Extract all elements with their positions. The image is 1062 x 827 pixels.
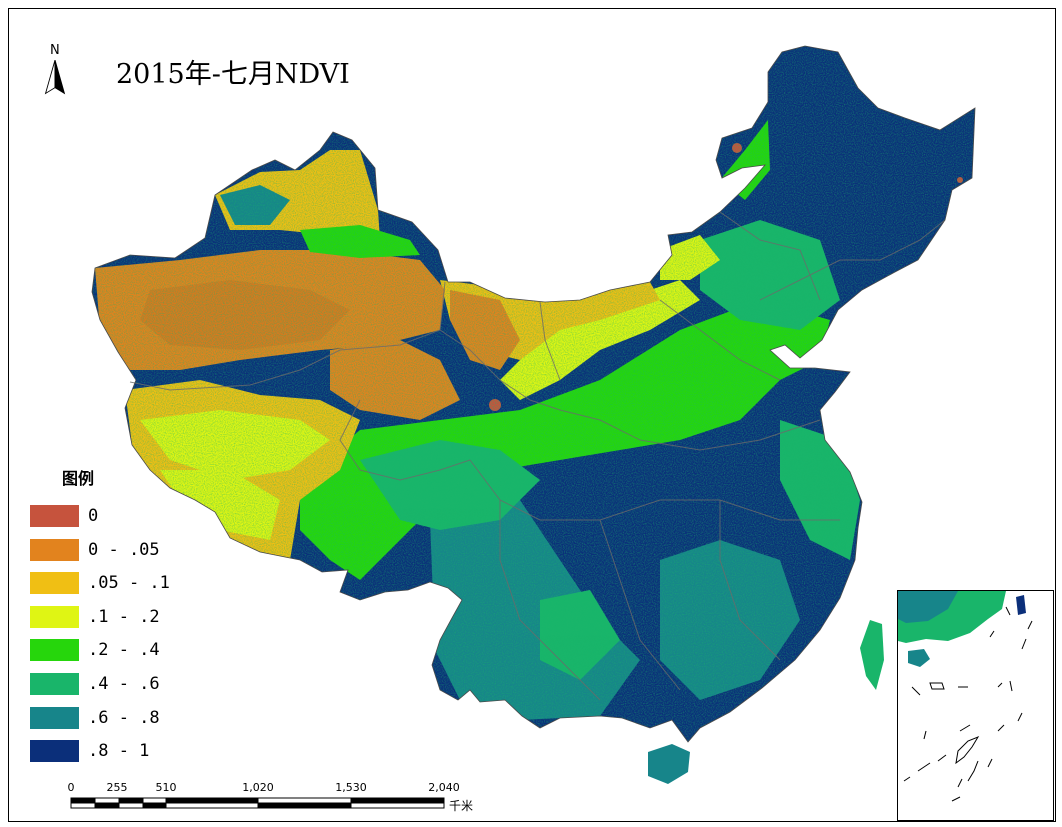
- legend-swatch: [30, 605, 79, 628]
- hainan-island: [648, 744, 690, 784]
- legend-label: .4 - .6: [88, 674, 160, 694]
- inset-map: [898, 591, 1033, 802]
- legend-label: 0 - .05: [88, 539, 160, 560]
- legend-swatch: [30, 505, 79, 527]
- china-outline: [91, 45, 976, 743]
- scale-tick-label: 510: [155, 781, 177, 794]
- legend-label: 0: [88, 506, 99, 526]
- legend-title: 图例: [62, 469, 95, 488]
- legend-swatch: [30, 639, 79, 662]
- scale-tick-label: 0: [67, 781, 75, 794]
- map-title: 2015年-七月NDVI: [116, 59, 350, 90]
- province-boundaries: [129, 211, 946, 701]
- legend-swatch: [30, 538, 79, 561]
- scale-unit: 千米: [449, 799, 474, 813]
- legend-swatch: [30, 673, 79, 695]
- scale-tick-label: 255: [106, 781, 128, 794]
- scale-tick-label: 1,020: [242, 781, 274, 794]
- legend-swatch: [30, 706, 79, 729]
- legend-swatch: [30, 572, 79, 595]
- legend-label: .8 - 1: [88, 741, 150, 762]
- north-arrow-icon: [44, 60, 66, 95]
- legend-label: .05 - .1: [88, 573, 170, 594]
- legend-swatch: [30, 740, 79, 763]
- scale-tick-label: 1,530: [335, 781, 367, 794]
- legend-label: .1 - .2: [88, 606, 160, 627]
- legend-label: .6 - .8: [88, 707, 160, 728]
- scale-tick-label: 2,040: [428, 781, 460, 794]
- north-label: N: [50, 43, 60, 58]
- legend-label: .2 - .4: [88, 640, 160, 661]
- taiwan-island: [860, 620, 884, 690]
- south-china-sea-inset: [897, 590, 1054, 821]
